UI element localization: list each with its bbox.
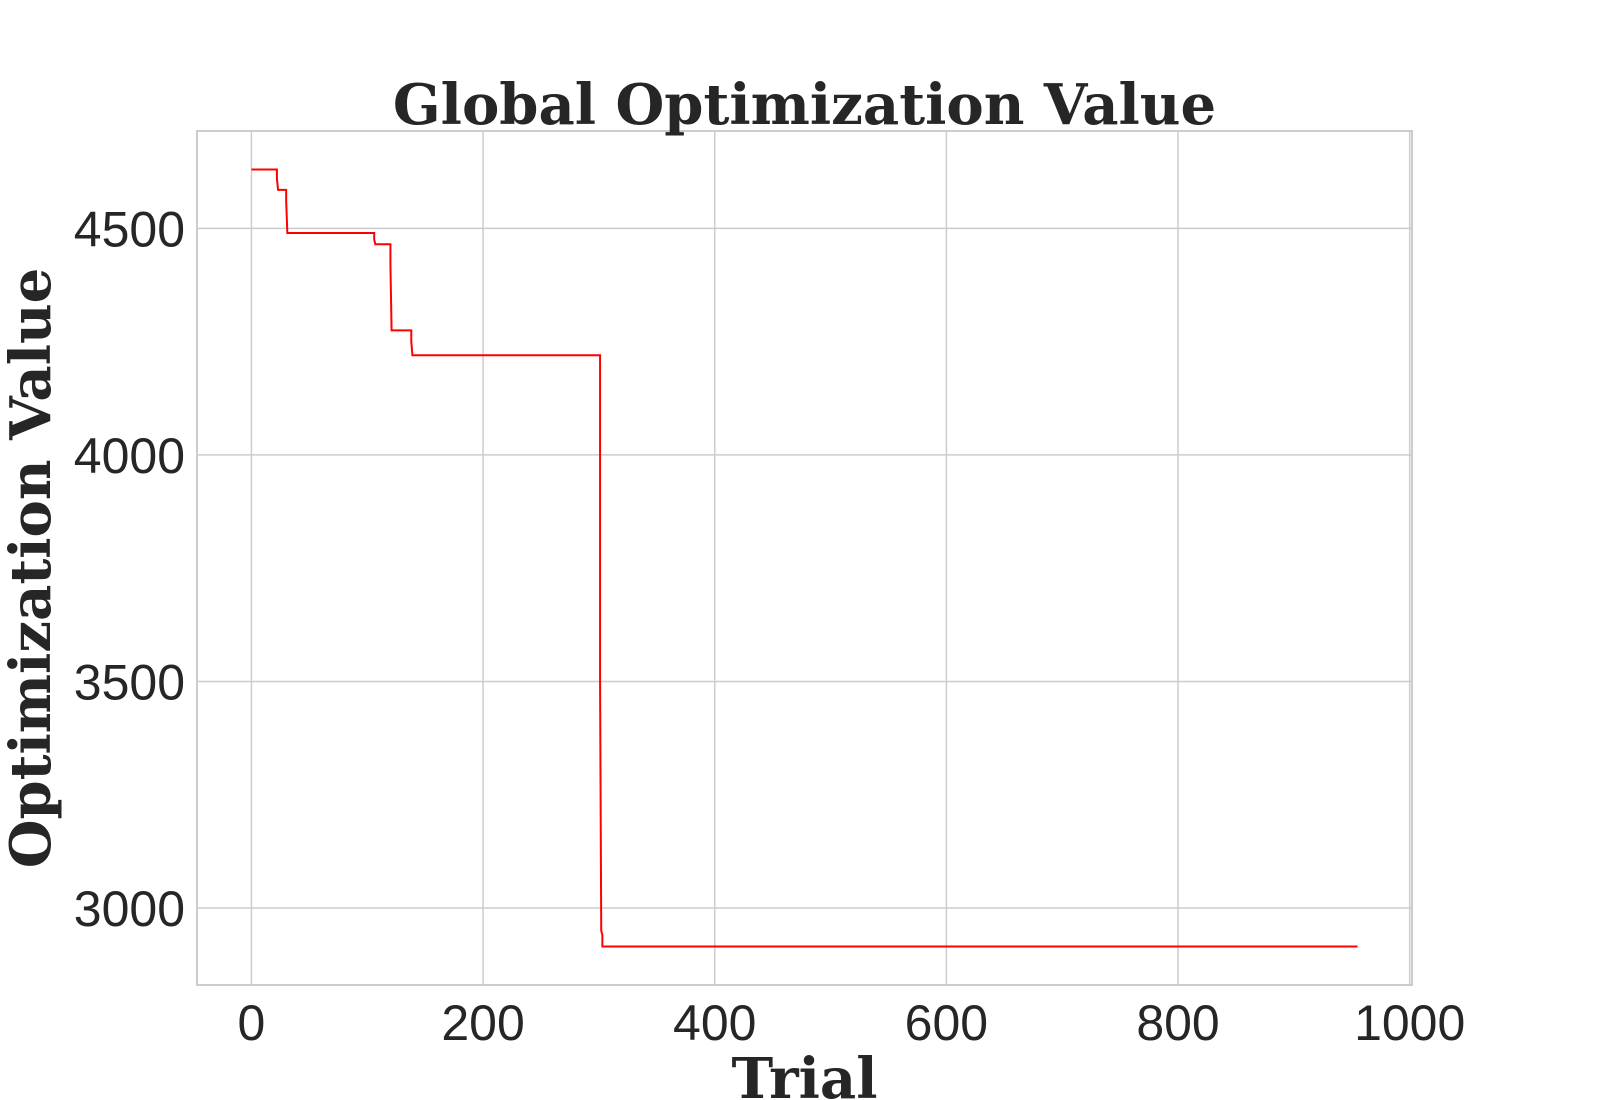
chart-title: Global Optimization Value: [393, 72, 1216, 138]
x-tick-label: 200: [441, 995, 524, 1051]
x-axis-label: Trial: [732, 1046, 878, 1100]
y-tick-label: 3000: [74, 881, 185, 937]
y-tick-label: 4000: [74, 428, 185, 484]
x-tick-label: 800: [1136, 995, 1219, 1051]
x-tick-label: 1000: [1354, 995, 1465, 1051]
plot-frame: [196, 130, 1413, 986]
series-layer: [251, 168, 1358, 948]
y-tick-labels: 3000 3500 4000 4500: [74, 201, 185, 937]
x-tick-label: 0: [238, 995, 266, 1051]
x-tick-label: 600: [905, 995, 988, 1051]
grid: [197, 131, 1412, 985]
x-tick-label: 400: [673, 995, 756, 1051]
y-tick-label: 4500: [74, 201, 185, 257]
y-tick-label: 3500: [74, 654, 185, 710]
x-tick-labels: 0 200 400 600 800 1000: [238, 995, 1466, 1051]
series-line: [251, 168, 1358, 948]
y-axis-label: Optimization Value: [0, 268, 64, 869]
